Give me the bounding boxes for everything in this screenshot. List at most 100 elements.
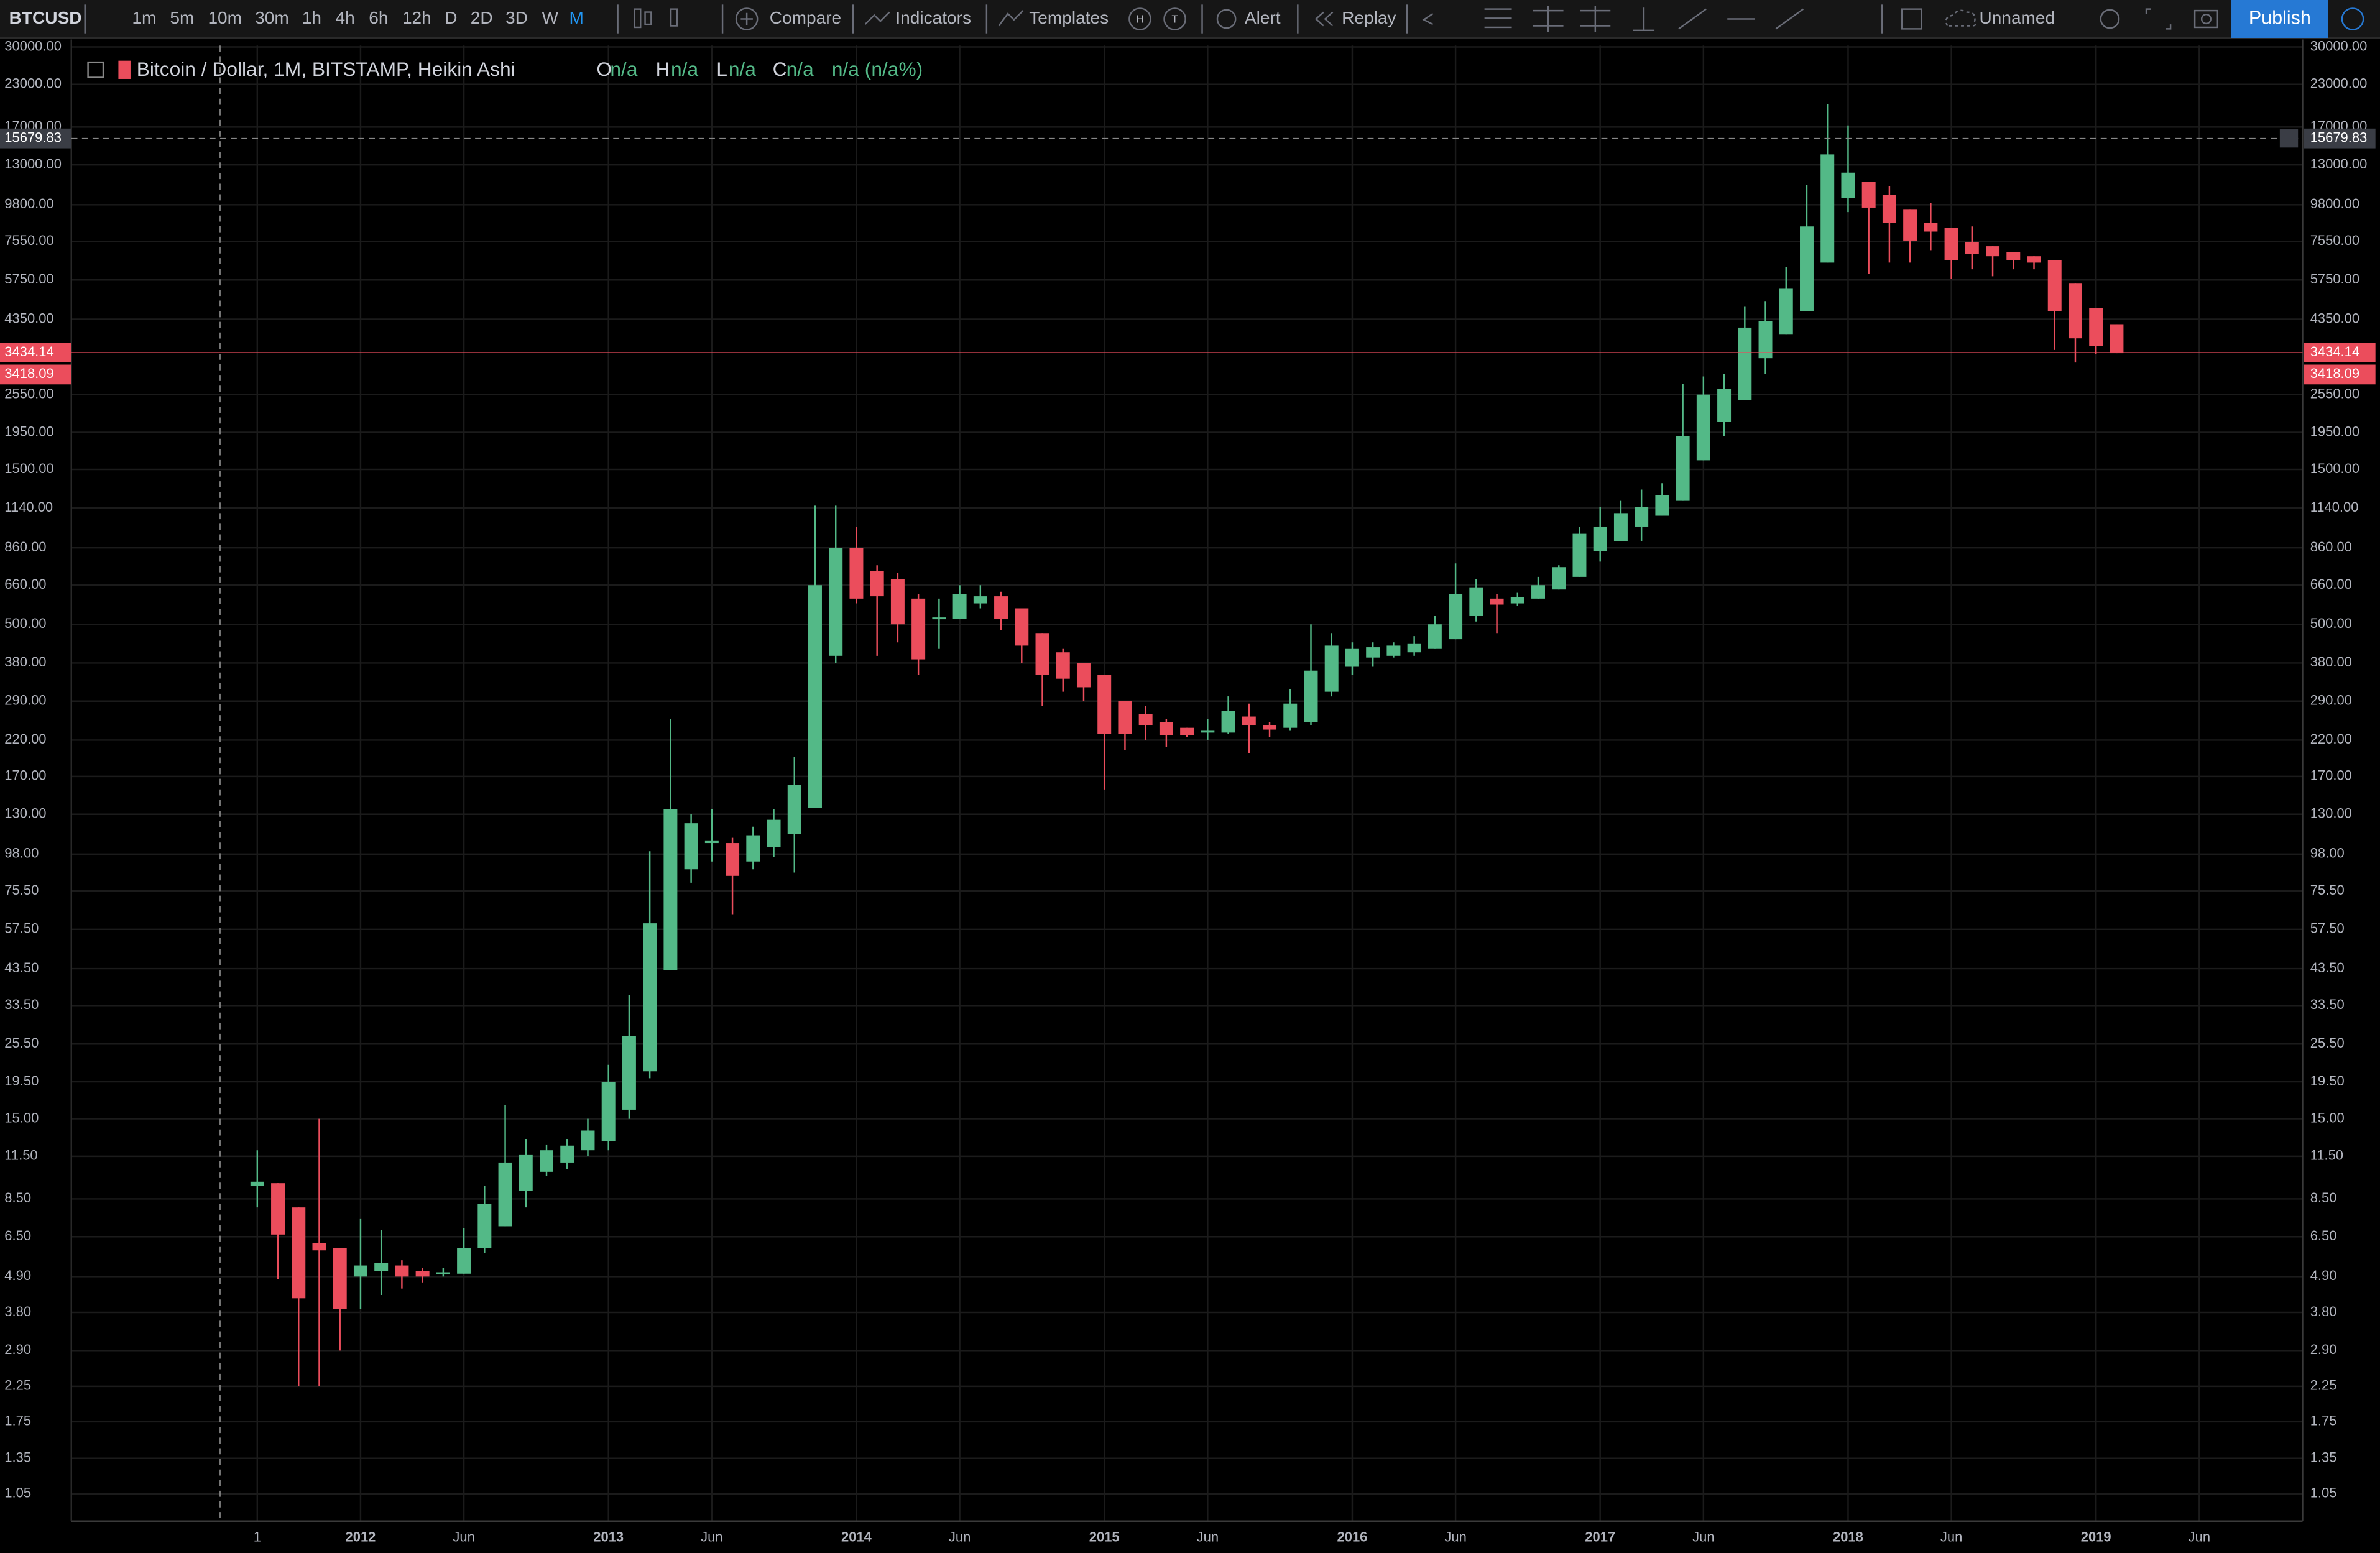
y-tick-label: 25.50 — [4, 1035, 39, 1051]
y-tick-label: 6.50 — [2310, 1228, 2337, 1243]
price-label: 3434.14 — [4, 344, 53, 359]
x-tick-label: 2013 — [593, 1529, 624, 1544]
y-tick-label: 3.80 — [4, 1304, 31, 1319]
replay-button[interactable]: Replay — [1342, 8, 1396, 27]
interval-button[interactable]: 2D — [471, 8, 493, 27]
candle-body — [1593, 526, 1607, 551]
candle-body — [519, 1154, 533, 1191]
publish-button[interactable]: Publish — [2249, 7, 2311, 29]
legend-value: n/a — [786, 58, 814, 80]
interval-button[interactable]: W — [542, 8, 559, 27]
candle-body — [1572, 533, 1587, 577]
candle-body — [1552, 567, 1566, 590]
price-label: 3418.09 — [2310, 366, 2359, 381]
candle-body — [1366, 647, 1380, 658]
y-tick-label: 1140.00 — [2310, 499, 2359, 515]
y-tick-label: 57.50 — [4, 921, 39, 936]
price-label-bg — [2304, 343, 2376, 363]
interval-button[interactable]: 6h — [369, 8, 388, 27]
y-tick-label: 130.00 — [2310, 806, 2352, 821]
interval-button[interactable]: 3D — [505, 8, 528, 27]
y-tick-label: 3.80 — [2310, 1304, 2337, 1319]
y-tick-label: 1.75 — [2310, 1413, 2337, 1429]
y-tick-label: 1500.00 — [4, 461, 53, 476]
candle-body — [2006, 252, 2021, 260]
candle-body — [1056, 652, 1070, 679]
y-tick-label: 2550.00 — [4, 385, 53, 401]
y-tick-label: 15.00 — [2310, 1110, 2345, 1125]
crosshair-label: 15679.83 — [2310, 129, 2368, 145]
candle-body — [1861, 182, 1876, 208]
interval-button[interactable]: 30m — [255, 8, 289, 27]
alert-button[interactable]: Alert — [1245, 8, 1281, 27]
candle-body — [312, 1243, 326, 1251]
y-tick-label: 15.00 — [4, 1110, 39, 1125]
interval-button[interactable]: M — [569, 8, 583, 27]
legend-toggle[interactable] — [87, 61, 104, 78]
compare-button[interactable]: Compare — [770, 8, 841, 27]
interval-button[interactable]: 5m — [170, 8, 194, 27]
publish-bg[interactable] — [2231, 0, 2328, 39]
candle-body — [1635, 507, 1649, 527]
interval-button[interactable]: 12h — [402, 8, 431, 27]
legend-value: n/a — [729, 58, 756, 80]
layout-name[interactable]: Unnamed — [1979, 8, 2055, 27]
templates-button[interactable]: Templates — [1029, 8, 1109, 27]
candle-body — [1944, 228, 1958, 260]
x-tick-label: 2019 — [2081, 1529, 2111, 1544]
symbol[interactable]: BTCUSD — [9, 8, 82, 27]
candle-body — [1201, 730, 1215, 733]
y-tick-label: 2.90 — [2310, 1342, 2337, 1357]
interval-button[interactable]: 10m — [208, 8, 242, 27]
candle-body — [1118, 701, 1132, 734]
candle-body — [1882, 195, 1896, 223]
interval-button[interactable]: 1m — [132, 8, 156, 27]
candle-body — [271, 1183, 285, 1235]
x-tick-label: Jun — [1197, 1529, 1219, 1544]
candle-body — [1986, 246, 2000, 257]
y-tick-label: 33.50 — [2310, 997, 2345, 1012]
candle-body — [849, 548, 864, 599]
legend-marker — [118, 60, 131, 79]
candle-body — [1428, 624, 1442, 649]
candle-body — [292, 1207, 306, 1299]
x-tick-label: Jun — [1692, 1529, 1714, 1544]
y-tick-label: 500.00 — [4, 615, 46, 631]
y-tick-label: 1500.00 — [2310, 461, 2359, 476]
y-tick-label: 4350.00 — [2310, 310, 2359, 326]
candle-body — [767, 819, 781, 847]
x-tick-label: Jun — [949, 1529, 971, 1544]
legend-label: C — [773, 58, 787, 80]
toolbar — [0, 0, 2380, 39]
candle-body — [994, 596, 1008, 619]
x-tick-label: 2018 — [1833, 1529, 1863, 1544]
y-tick-label: 220.00 — [2310, 731, 2352, 747]
interval-button[interactable]: 1h — [302, 8, 321, 27]
play-icon[interactable] — [2341, 7, 2364, 30]
x-tick-label: Jun — [453, 1529, 474, 1544]
indicators-button[interactable]: Indicators — [895, 8, 971, 27]
y-tick-label: 860.00 — [2310, 539, 2352, 555]
x-tick-label: Jun — [1444, 1529, 1466, 1544]
candle-body — [663, 809, 678, 970]
y-tick-label: 19.50 — [4, 1073, 39, 1089]
y-tick-label: 290.00 — [4, 693, 46, 708]
y-tick-label: 9800.00 — [4, 196, 53, 211]
candle-body — [457, 1248, 471, 1274]
chart-title[interactable]: Bitcoin / Dollar, 1M, BITSTAMP, Heikin A… — [137, 58, 515, 80]
interval-button[interactable]: D — [445, 8, 457, 27]
candle-body — [581, 1130, 595, 1151]
y-tick-label: 1950.00 — [4, 423, 53, 439]
hotkey-t[interactable]: T — [1171, 13, 1178, 25]
interval-group: 1m 5m 10m 30m 1h 4h 6h 12h D 2D 3D W M — [132, 8, 583, 27]
y-tick-label: 5750.00 — [2310, 271, 2359, 287]
candle-body — [2047, 260, 2062, 311]
y-tick-label: 4350.00 — [4, 310, 53, 326]
candle-body — [1159, 722, 1173, 735]
y-tick-label: 30000.00 — [4, 38, 62, 53]
interval-button[interactable]: 4h — [336, 8, 355, 27]
y-tick-label: 98.00 — [4, 846, 39, 861]
hotkey-h[interactable]: H — [1136, 13, 1143, 25]
candle-body — [1903, 209, 1917, 241]
candle-body — [1138, 714, 1153, 726]
